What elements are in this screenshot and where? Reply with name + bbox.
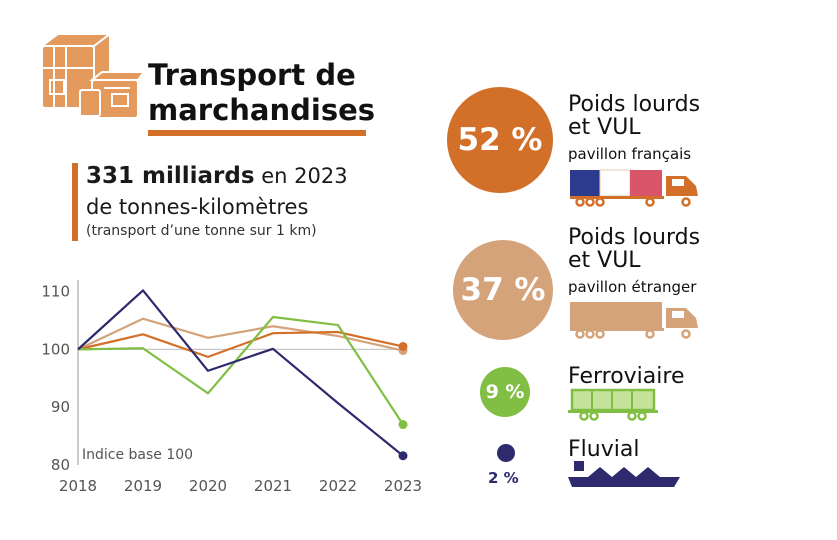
- title-underline: [148, 130, 366, 136]
- train-icon: [568, 388, 658, 421]
- x-tick-label: 2021: [254, 477, 292, 495]
- mode-name-fluvial: Fluvial: [568, 437, 640, 462]
- y-tick-label: 110: [41, 283, 70, 301]
- chart-annotation: Indice base 100: [82, 447, 193, 463]
- pct-circle-fluvial: [497, 444, 515, 462]
- truck-icon: [570, 169, 698, 207]
- pct-pl-etranger: 37 %: [460, 272, 546, 308]
- pct-fluvial: 2 %: [488, 469, 519, 487]
- series-line-pl_francais: [77, 330, 404, 358]
- truck-icon: [570, 302, 698, 339]
- key-figure-note: (transport d’une tonne sur 1 km): [86, 223, 317, 239]
- mode-sub-pl-etranger: pavillon étranger: [568, 278, 697, 296]
- x-tick-label: 2023: [384, 477, 422, 495]
- series-line-fluvial: [77, 289, 404, 457]
- y-tick-label: 80: [51, 456, 70, 474]
- series-line-ferroviaire: [77, 315, 404, 426]
- mode-name-line: et VUL: [568, 248, 641, 273]
- mode-name-line: Poids lourds: [568, 225, 701, 250]
- pct-ferroviaire: 9 %: [485, 381, 525, 403]
- pct-pl-francais: 52 %: [457, 122, 543, 158]
- key-figure-unit: de tonnes-kilomètres: [86, 195, 309, 219]
- x-tick-label: 2020: [189, 477, 227, 495]
- key-figure-value: 331 milliards: [86, 163, 255, 189]
- key-figure-line: 331 milliards en 2023: [86, 162, 348, 190]
- pct-circle-pl-etranger: 37 %: [453, 240, 553, 340]
- mode-name-pl-etranger: Poids lourds et VUL: [568, 226, 700, 272]
- series-end-point-pl_francais: [398, 341, 408, 351]
- mode-name-line: et VUL: [568, 115, 641, 140]
- x-tick-label: 2018: [59, 477, 97, 495]
- mode-name-line: Poids lourds: [568, 92, 701, 117]
- series-end-point-ferroviaire: [398, 420, 408, 430]
- title-line-2: marchandises: [148, 93, 376, 127]
- y-tick-label: 100: [41, 340, 70, 358]
- barge-icon: [568, 461, 680, 487]
- x-tick-label: 2022: [319, 477, 357, 495]
- pct-circle-ferroviaire: 9 %: [480, 367, 530, 417]
- page-title: Transport de marchandises: [148, 58, 375, 128]
- mode-name-ferroviaire: Ferroviaire: [568, 364, 685, 389]
- mode-name-pl-francais: Poids lourds et VUL: [568, 93, 700, 139]
- title-line-1: Transport de: [148, 58, 356, 92]
- series-end-point-fluvial: [398, 451, 408, 461]
- mode-sub-pl-francais: pavillon français: [568, 145, 692, 163]
- key-figure-accent-bar: [72, 163, 78, 241]
- boxes-icon: [39, 32, 146, 119]
- x-tick-label: 2019: [124, 477, 162, 495]
- index-line-chart: 80 90 100 110 2018 2019 2020 2021 2022 2023 Indi…: [41, 280, 422, 495]
- y-tick-label: 90: [51, 398, 70, 416]
- series-line-pl_etranger: [77, 317, 404, 352]
- pct-circle-pl-francais: 52 %: [447, 87, 553, 193]
- key-figure-year: en 2023: [254, 164, 348, 188]
